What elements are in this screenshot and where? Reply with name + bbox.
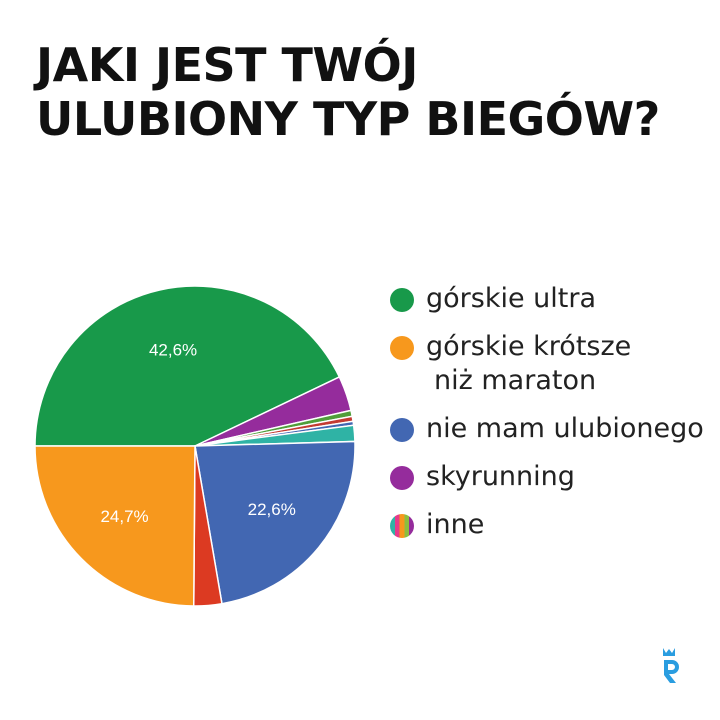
pie-data-label: 42,6% (149, 340, 197, 359)
legend-label: górskie krótsze (426, 331, 632, 362)
pie-data-label: 24,7% (100, 507, 148, 526)
legend-item-nie-mam-ulubionego: nie mam ulubionego (390, 412, 710, 446)
legend-swatch-green (390, 288, 414, 312)
legend-swatch-blue (390, 418, 414, 442)
legend-item-inne: inne (390, 508, 710, 542)
pie-slice (34, 445, 196, 607)
legend: górskie ultra górskie krótsze niż marato… (390, 282, 710, 556)
page-title: JAKI JEST TWÓJ ULUBIONY TYP BIEGÓW? (36, 38, 660, 146)
title-line-2: ULUBIONY TYP BIEGÓW? (36, 92, 660, 146)
legend-item-gorskie-krotsze: górskie krótsze niż maraton (390, 330, 710, 398)
pie-data-label: 22,6% (248, 500, 296, 519)
pie-data-labels: 42,6% 22,6% 24,7% (100, 340, 295, 526)
title-line-1: JAKI JEST TWÓJ (36, 38, 418, 92)
legend-item-gorskie-ultra: górskie ultra (390, 282, 710, 316)
legend-label: inne (426, 509, 485, 540)
legend-label: nie mam ulubionego (426, 413, 704, 444)
legend-swatch-multicolor (390, 514, 414, 538)
pie-slice (194, 440, 356, 605)
legend-label-line-2: niż maraton (434, 365, 597, 396)
pie-slice (34, 285, 341, 447)
legend-swatch-purple (390, 466, 414, 490)
pie-slices (34, 285, 356, 607)
legend-item-skyrunning: skyrunning (390, 460, 710, 494)
legend-label: górskie ultra (426, 283, 597, 314)
brand-logo-icon (663, 648, 679, 683)
legend-swatch-orange (390, 336, 414, 360)
legend-label: skyrunning (426, 461, 575, 492)
